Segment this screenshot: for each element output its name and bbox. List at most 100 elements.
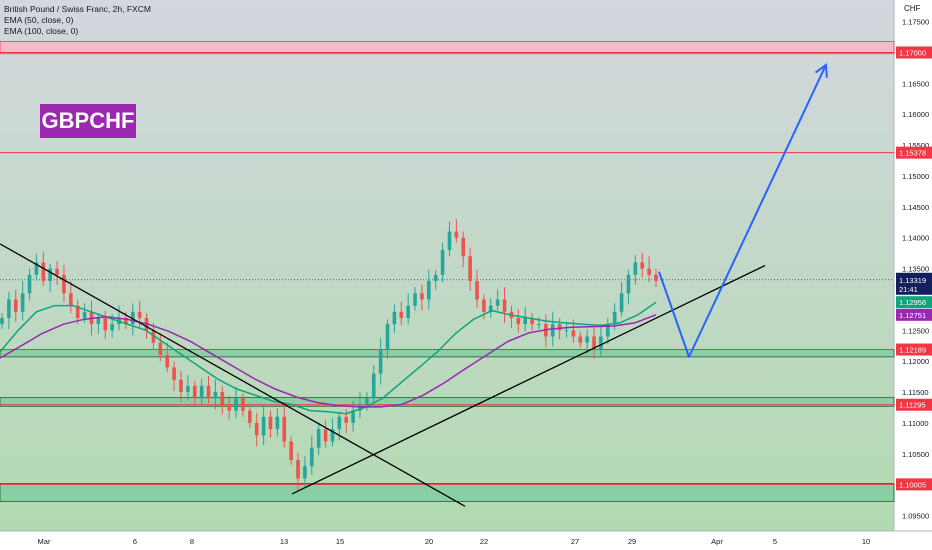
candle-body — [296, 459, 300, 479]
candle-body — [303, 466, 307, 479]
candle-body — [640, 262, 645, 269]
legend-ema100: EMA (100, close, 0) — [4, 26, 79, 36]
price-tick-label: 1.10500 — [902, 450, 929, 459]
candle-body — [330, 429, 335, 442]
uptrend-line — [291, 264, 766, 495]
candle-body — [96, 317, 101, 325]
price-tick-label: 1.15500 — [902, 141, 929, 150]
price-tick-label: 1.17500 — [902, 18, 929, 27]
price-label-box — [896, 398, 932, 411]
time-axis-background — [0, 531, 932, 550]
candle-body — [110, 324, 114, 331]
horizontal-lines-layer — [0, 51, 894, 485]
candle-body — [165, 355, 170, 368]
candle-body — [55, 268, 59, 275]
candle-body — [34, 262, 39, 275]
candle-body — [612, 311, 617, 325]
candle-body — [282, 416, 287, 442]
candle-body — [179, 379, 183, 393]
candle-body — [461, 237, 466, 257]
candle-body — [433, 274, 438, 281]
projection-layer — [658, 62, 828, 358]
candle-body — [516, 317, 521, 325]
price-label-text: 1.11295 — [899, 401, 926, 410]
candle-body — [530, 317, 534, 325]
ema100-line — [0, 314, 657, 408]
time-tick-label: 8 — [190, 537, 194, 546]
candle-body — [344, 416, 349, 423]
legend-ema50: EMA (50, close, 0) — [4, 15, 74, 25]
price-label-text: 1.15378 — [899, 149, 926, 158]
candle-body — [13, 299, 18, 312]
resistance-zone — [0, 40, 895, 55]
candle-body — [275, 416, 280, 430]
candles-layer — [0, 219, 658, 490]
candle-body — [654, 274, 658, 281]
price-tick-label: 1.12000 — [902, 357, 929, 366]
candle-body — [289, 441, 293, 460]
price-label-box — [896, 478, 932, 491]
candle-body — [371, 373, 376, 399]
ema50-line — [0, 301, 657, 415]
candle-body — [537, 324, 541, 326]
candle-body — [427, 280, 431, 300]
price-label-text: 1.17000 — [899, 48, 926, 57]
candle-body — [351, 410, 355, 423]
time-tick-label: Apr — [711, 537, 723, 546]
candle-body — [220, 392, 225, 405]
candle-body — [482, 299, 486, 312]
candle-body — [213, 392, 218, 399]
time-tick-label: 20 — [425, 537, 433, 546]
projection-path — [658, 64, 827, 358]
time-axis[interactable]: Mar 6 8 13 15 20 22 27 29 Apr 5 10 — [38, 537, 871, 546]
candle-body — [606, 324, 610, 337]
candle-body — [82, 311, 87, 318]
candle-body — [626, 274, 631, 294]
candle-body — [7, 299, 11, 318]
downtrend-line — [0, 243, 466, 507]
candle-body — [199, 385, 204, 399]
price-label-box — [896, 343, 932, 356]
time-tick-label: 6 — [133, 537, 137, 546]
candle-body — [468, 256, 472, 281]
candle-body — [523, 317, 527, 325]
candle-body — [585, 336, 589, 343]
candle-body — [172, 367, 176, 380]
projection-arrowhead — [814, 62, 828, 78]
candle-body — [647, 268, 651, 275]
price-label-text: 1.10005 — [899, 480, 926, 489]
candle-body — [495, 299, 500, 306]
time-tick-label: 15 — [336, 537, 344, 546]
candle-body — [337, 416, 342, 430]
candle-body — [440, 250, 445, 275]
candle-body — [206, 385, 211, 399]
price-tick-label: 1.13500 — [902, 265, 929, 274]
price-tick-label: 1.11000 — [902, 419, 929, 428]
candle-body — [62, 274, 66, 294]
candle-body — [399, 311, 404, 318]
price-tick-label: 1.09500 — [902, 512, 929, 521]
candle-body — [475, 280, 479, 300]
candle-body — [488, 305, 493, 312]
currency-label: CHF — [904, 4, 921, 13]
price-label-box — [896, 308, 932, 321]
price-label-text: 1.12751 — [899, 311, 926, 320]
candle-body — [385, 324, 390, 349]
trendlines-layer — [0, 243, 766, 507]
candle-body — [454, 231, 459, 238]
candle-body — [27, 274, 32, 294]
current-price-text: 1.13319 — [899, 276, 926, 285]
time-tick-label: 29 — [628, 537, 636, 546]
time-tick-label: 27 — [571, 537, 579, 546]
candle-body — [268, 416, 273, 430]
candle-body — [420, 293, 424, 300]
candle-body — [392, 311, 397, 325]
chart-legend: British Pound / Swiss Franc, 2h, FXCM EM… — [4, 4, 151, 37]
price-label-box — [896, 46, 932, 59]
price-tick-label: 1.16000 — [902, 110, 929, 119]
candle-body — [365, 398, 369, 405]
price-axis[interactable]: 1.17500 1.16500 1.16000 1.15500 1.15000 1.145… — [896, 18, 932, 521]
zones-layer — [0, 40, 895, 502]
candle-body — [550, 324, 555, 337]
